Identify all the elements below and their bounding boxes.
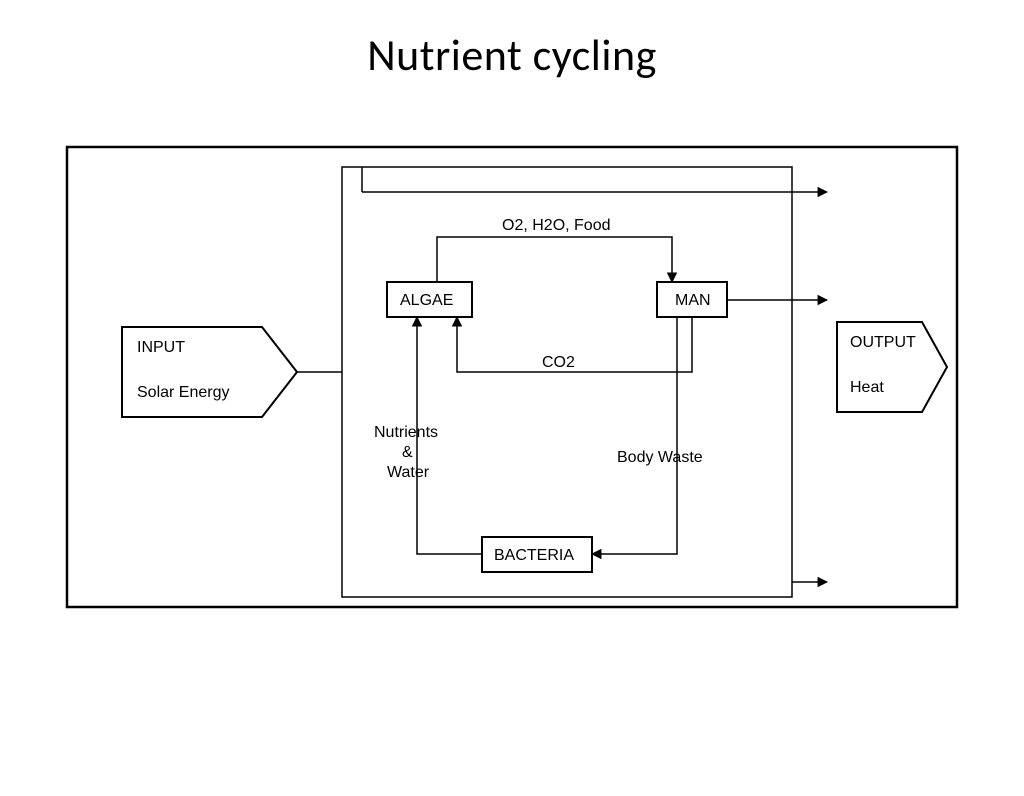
slide-title: Nutrient cycling xyxy=(0,28,1024,82)
man-node: MAN xyxy=(657,282,727,317)
algae-label: ALGAE xyxy=(400,292,453,309)
label-nutrients-1: Nutrients xyxy=(374,424,438,441)
output-label-2: Heat xyxy=(850,379,884,396)
output-node: OUTPUT Heat xyxy=(837,322,947,412)
label-co2: CO2 xyxy=(542,354,575,371)
man-label: MAN xyxy=(675,292,711,309)
label-body-waste: Body Waste xyxy=(617,449,703,466)
edge-algae-to-man xyxy=(437,237,672,282)
bacteria-node: BACTERIA xyxy=(482,537,592,572)
bacteria-label: BACTERIA xyxy=(494,547,574,564)
algae-node: ALGAE xyxy=(387,282,472,317)
diagram-container: INPUT Solar Energy OUTPUT Heat ALGAE MAN… xyxy=(62,142,962,612)
label-nutrients-3: Water xyxy=(387,464,430,481)
input-label-1: INPUT xyxy=(137,339,185,356)
input-label-2: Solar Energy xyxy=(137,384,230,401)
edge-man-to-bacteria xyxy=(592,317,677,554)
input-node: INPUT Solar Energy xyxy=(122,327,297,417)
label-nutrients-2: & xyxy=(402,444,413,461)
label-o2-h2o-food: O2, H2O, Food xyxy=(502,217,611,234)
nutrient-cycle-diagram: INPUT Solar Energy OUTPUT Heat ALGAE MAN… xyxy=(62,142,962,612)
output-label-1: OUTPUT xyxy=(850,334,916,351)
